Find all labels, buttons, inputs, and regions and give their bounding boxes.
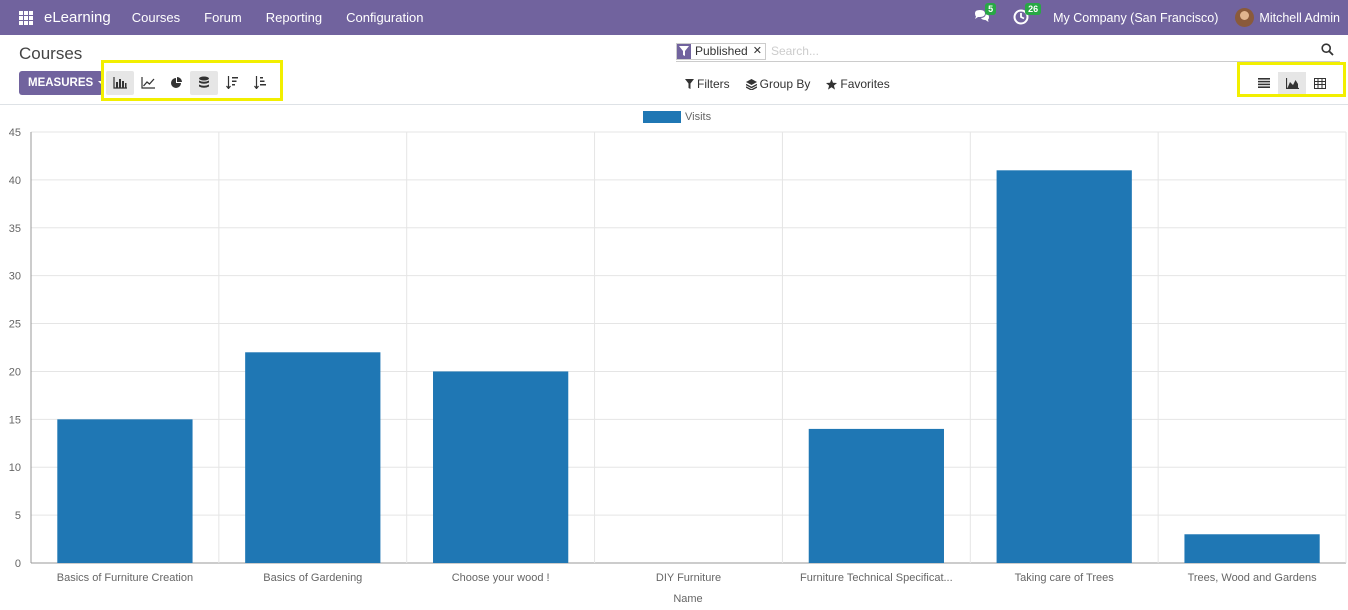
pivot-table-icon <box>1314 77 1326 89</box>
group-by-label: Group By <box>759 77 811 91</box>
sort-ascending-button[interactable] <box>246 71 274 95</box>
y-tick-label: 20 <box>9 366 21 378</box>
sort-descending-button[interactable] <box>218 71 246 95</box>
bar-chart-button[interactable] <box>106 70 134 95</box>
pie-chart-button[interactable] <box>162 71 190 95</box>
y-tick-label: 25 <box>9 319 21 331</box>
search-options: Filters Group By Favorites <box>685 77 906 91</box>
messages-badge: 5 <box>985 2 997 15</box>
bar-trees-wood-and-gardens[interactable] <box>1184 534 1320 563</box>
bar-taking-care-of-trees[interactable] <box>996 170 1132 564</box>
x-tick-label: Trees, Wood and Gardens <box>1188 572 1318 584</box>
x-tick-label: Basics of Gardening <box>263 572 362 584</box>
breadcrumb-title: Courses <box>19 44 83 63</box>
facet-value: Published <box>695 43 748 58</box>
x-axis-title: Name <box>673 593 702 605</box>
graph-toolbar <box>106 70 274 95</box>
filter-facet-icon <box>677 43 691 59</box>
legend-swatch-visits <box>643 111 681 123</box>
facet-remove-icon[interactable]: ✕ <box>752 44 762 57</box>
user-menu[interactable]: Mitchell Admin <box>1259 10 1340 25</box>
y-tick-label: 0 <box>15 558 21 570</box>
favorites-dropdown[interactable]: Favorites <box>826 77 890 91</box>
apps-menu-icon[interactable] <box>19 10 33 25</box>
search-facet: Published ✕ <box>676 42 766 60</box>
database-stack-icon <box>199 76 209 88</box>
x-tick-label: Taking care of Trees <box>1015 572 1115 584</box>
activities-badge: 26 <box>1025 2 1042 15</box>
view-switcher <box>1250 72 1334 94</box>
highlight-box-view-switcher <box>1237 62 1346 97</box>
layers-icon <box>745 78 757 90</box>
favorites-label: Favorites <box>840 77 890 91</box>
measures-button[interactable]: MEASURES <box>19 71 107 95</box>
control-panel-divider <box>0 104 1348 105</box>
messages-icon[interactable]: 5 <box>973 2 997 27</box>
y-tick-label: 15 <box>9 414 21 426</box>
menu-configuration[interactable]: Configuration <box>346 10 424 25</box>
y-tick-label: 30 <box>9 271 21 283</box>
top-navbar: eLearning Courses Forum Reporting Config… <box>0 0 1348 35</box>
line-chart-button[interactable] <box>134 71 162 95</box>
sort-ascending-icon <box>254 76 266 89</box>
pivot-view-button[interactable] <box>1306 72 1334 94</box>
y-tick-label: 35 <box>9 223 21 235</box>
y-tick-label: 10 <box>9 462 21 474</box>
user-avatar[interactable] <box>1235 8 1255 27</box>
bar-basics-of-gardening[interactable] <box>245 352 381 563</box>
filters-label: Filters <box>697 77 730 91</box>
menu-courses[interactable]: Courses <box>131 10 181 25</box>
filters-dropdown[interactable]: Filters <box>685 77 730 91</box>
bar-chart: 0 5 10 15 20 25 30 35 40 45 Basics of Furniture Cr… <box>9 127 1347 605</box>
highlight-box-chart-tools <box>101 60 283 101</box>
group-by-dropdown[interactable]: Group By <box>745 77 811 91</box>
y-tick-label: 45 <box>9 127 21 139</box>
sort-descending-icon <box>226 76 238 89</box>
measures-label: MEASURES <box>28 77 94 89</box>
search-input[interactable] <box>770 42 1291 60</box>
company-switcher[interactable]: My Company (San Francisco) <box>1053 10 1219 25</box>
bar-choose-your-wood[interactable] <box>433 371 569 563</box>
chart-legend[interactable]: Visits <box>643 111 711 123</box>
x-tick-label: Furniture Technical Specificat... <box>800 572 953 584</box>
app-brand[interactable]: eLearning <box>44 9 111 26</box>
area-chart-icon <box>1285 77 1299 89</box>
pie-chart-icon <box>171 76 182 88</box>
filter-icon <box>685 79 694 89</box>
legend-label-visits: Visits <box>685 111 712 123</box>
search-icon[interactable] <box>1321 43 1334 59</box>
activities-clock-icon[interactable]: 26 <box>1013 2 1042 27</box>
y-tick-label: 40 <box>9 175 21 187</box>
line-chart-icon <box>141 76 155 89</box>
search-bar: Published ✕ <box>676 41 1340 62</box>
list-view-button[interactable] <box>1250 72 1278 94</box>
x-tick-label: Choose your wood ! <box>452 572 550 584</box>
x-tick-label: DIY Furniture <box>656 572 721 584</box>
graph-view-button[interactable] <box>1278 72 1306 94</box>
bar-basics-of-furniture-creation[interactable] <box>57 419 193 563</box>
stacked-button[interactable] <box>190 70 218 95</box>
list-view-icon <box>1258 78 1270 88</box>
menu-reporting[interactable]: Reporting <box>265 10 323 25</box>
x-tick-label: Basics of Furniture Creation <box>57 572 193 584</box>
y-tick-label: 5 <box>15 510 21 522</box>
star-icon <box>826 78 838 90</box>
menu-forum[interactable]: Forum <box>204 10 242 25</box>
bar-furniture-technical-specificat[interactable] <box>808 428 944 563</box>
bar-chart-icon <box>113 76 127 89</box>
